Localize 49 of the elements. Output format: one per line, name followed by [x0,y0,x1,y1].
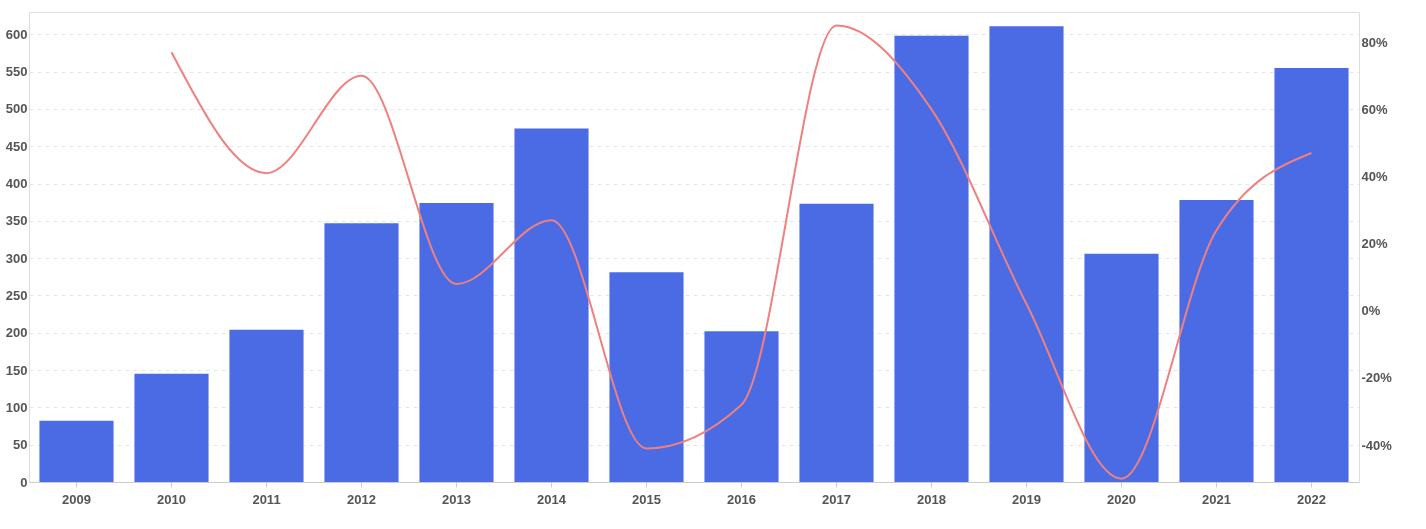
x-tick-label: 2012 [347,491,376,507]
x-tick-label: 2018 [917,491,946,507]
bar [799,203,874,482]
y-tick-label: 550 [5,64,28,80]
x-tick-label: 2017 [822,491,851,507]
x-tick-label: 2013 [442,491,471,507]
y-tick-label: 450 [5,138,28,154]
x-tick-label: 2015 [632,491,661,507]
y2-tick-label: 60% [1361,101,1388,117]
bar [134,373,209,482]
y2-tick-label: 20% [1361,236,1388,252]
bar [419,202,494,482]
line-series [170,24,1313,480]
bar [1179,200,1254,482]
x-tick-label: 2010 [157,491,186,507]
x-tick-label: 2016 [727,491,756,507]
x-tick-label: 2020 [1107,491,1136,507]
bar [1274,67,1349,482]
y2-tick-label: 0% [1361,303,1381,319]
y-tick-label: 250 [5,287,28,303]
bar [989,26,1064,482]
y2-tick-label: -40% [1361,437,1393,453]
y-tick-label: 50 [13,437,28,453]
y-tick-label: 0 [20,474,28,490]
y-tick-label: 150 [5,362,28,378]
bar [229,329,304,482]
y-tick-label: 100 [5,399,28,415]
y-tick-label: 300 [5,250,28,266]
bar [609,272,684,482]
x-tick-label: 2022 [1297,491,1326,507]
y2-tick-label: 40% [1361,169,1388,184]
bar [1084,253,1159,482]
bar [39,420,114,482]
x-tick-label: 2021 [1202,491,1231,507]
y-tick-label: 500 [5,101,28,117]
x-tick-label: 2009 [62,491,91,507]
y-tick-label: 200 [5,325,28,341]
y-tick-label: 350 [5,213,28,229]
x-tick-label: 2019 [1012,491,1041,507]
bar [704,331,779,482]
y2-tick-label: -20% [1361,370,1393,386]
y-tick-label: 600 [5,26,28,42]
x-tick-label: 2011 [252,491,281,507]
y2-tick-label: 80% [1361,34,1388,50]
bar [514,128,589,482]
y-tick-label: 400 [5,176,28,192]
x-tick-label: 2014 [537,491,567,507]
bar [894,35,969,482]
bar [324,223,399,482]
